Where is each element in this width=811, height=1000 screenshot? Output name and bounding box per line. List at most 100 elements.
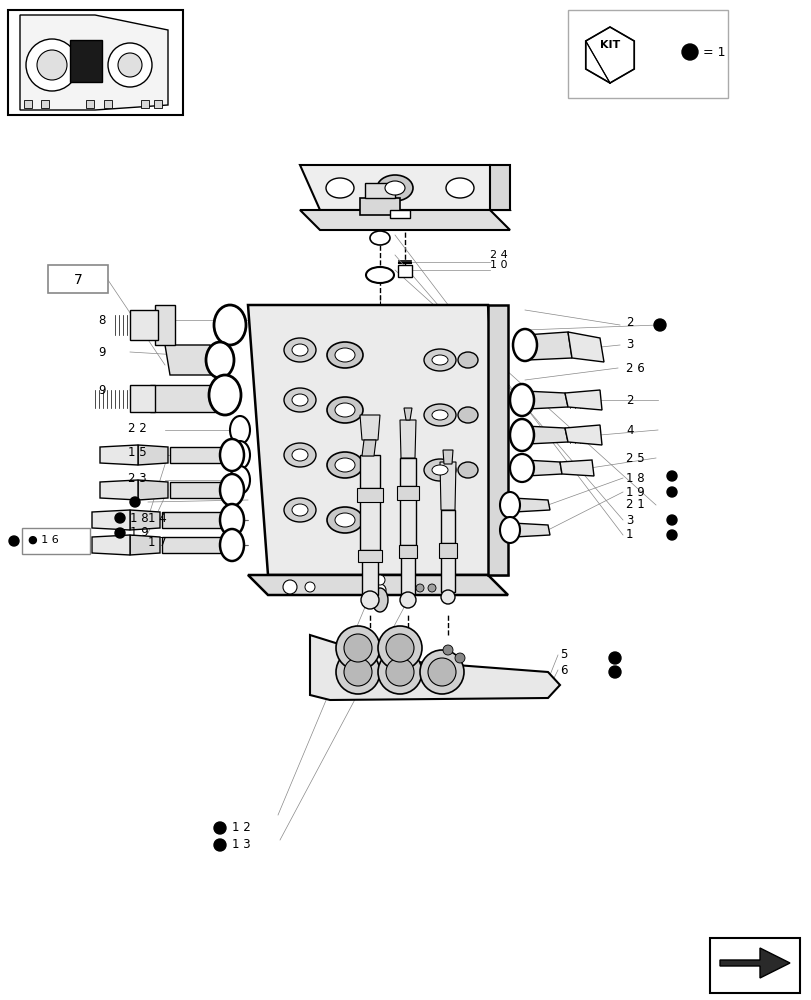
Circle shape: [214, 822, 225, 834]
Text: 2 1: 2 1: [625, 498, 644, 512]
Polygon shape: [20, 15, 168, 110]
Circle shape: [666, 515, 676, 525]
Ellipse shape: [327, 397, 363, 423]
Polygon shape: [523, 391, 568, 409]
Ellipse shape: [384, 181, 405, 195]
Text: 2 2: 2 2: [128, 422, 147, 434]
Polygon shape: [92, 510, 130, 530]
Polygon shape: [560, 460, 594, 476]
Circle shape: [385, 658, 414, 686]
Polygon shape: [585, 27, 633, 83]
Ellipse shape: [292, 449, 307, 461]
Text: 2: 2: [625, 316, 633, 330]
Polygon shape: [359, 500, 380, 550]
Ellipse shape: [220, 529, 243, 561]
Ellipse shape: [208, 375, 241, 415]
Text: 8: 8: [98, 314, 105, 326]
Circle shape: [608, 652, 620, 664]
Polygon shape: [100, 445, 138, 465]
Circle shape: [37, 50, 67, 80]
Polygon shape: [400, 498, 415, 545]
Bar: [24, 100, 32, 108]
Ellipse shape: [500, 517, 519, 543]
Ellipse shape: [423, 459, 456, 481]
Polygon shape: [564, 390, 601, 410]
Text: 1 2: 1 2: [232, 821, 251, 834]
Bar: [8, 10, 182, 115]
Text: 1 8: 1 8: [130, 512, 148, 524]
Polygon shape: [299, 165, 509, 210]
Ellipse shape: [431, 465, 448, 475]
Polygon shape: [523, 426, 568, 444]
Polygon shape: [719, 948, 789, 978]
Text: 1 9: 1 9: [625, 486, 644, 498]
Ellipse shape: [325, 178, 354, 198]
Circle shape: [427, 584, 436, 592]
Polygon shape: [487, 305, 508, 575]
Polygon shape: [564, 425, 601, 445]
Text: 1 9: 1 9: [130, 526, 148, 540]
Circle shape: [608, 666, 620, 678]
Text: 1 4: 1 4: [148, 512, 166, 524]
Polygon shape: [398, 545, 417, 558]
Polygon shape: [440, 462, 456, 510]
Polygon shape: [130, 310, 158, 340]
Text: 6: 6: [560, 664, 567, 676]
Polygon shape: [440, 510, 454, 543]
Text: 3: 3: [625, 338, 633, 352]
Ellipse shape: [230, 441, 250, 469]
Circle shape: [378, 650, 422, 694]
Ellipse shape: [327, 507, 363, 533]
Text: = 1: = 1: [702, 46, 724, 59]
Ellipse shape: [431, 410, 448, 420]
Circle shape: [115, 513, 125, 523]
Circle shape: [666, 487, 676, 497]
Text: 1 3: 1 3: [232, 838, 251, 851]
Polygon shape: [299, 210, 509, 230]
Polygon shape: [400, 458, 415, 486]
Ellipse shape: [376, 175, 413, 201]
Text: 1 0: 1 0: [489, 260, 507, 270]
Bar: [48, 265, 108, 293]
Polygon shape: [357, 488, 383, 502]
Polygon shape: [169, 482, 228, 498]
Circle shape: [118, 53, 142, 77]
Circle shape: [108, 43, 152, 87]
Polygon shape: [92, 535, 130, 555]
Polygon shape: [162, 537, 228, 553]
Circle shape: [454, 653, 465, 663]
Bar: [154, 100, 162, 108]
Ellipse shape: [370, 231, 389, 245]
Polygon shape: [130, 510, 160, 530]
Bar: [86, 100, 94, 108]
Ellipse shape: [457, 352, 478, 368]
Polygon shape: [130, 535, 160, 555]
Text: 2 6: 2 6: [625, 361, 644, 374]
Text: 1 8: 1 8: [625, 472, 644, 485]
Polygon shape: [362, 440, 375, 456]
Circle shape: [26, 39, 78, 91]
Polygon shape: [568, 332, 603, 362]
Polygon shape: [310, 635, 560, 700]
Circle shape: [336, 626, 380, 670]
Text: 5: 5: [560, 648, 567, 662]
Polygon shape: [150, 385, 217, 412]
Ellipse shape: [220, 504, 243, 536]
Circle shape: [336, 650, 380, 694]
Ellipse shape: [513, 329, 536, 361]
Bar: [141, 100, 148, 108]
Ellipse shape: [230, 466, 250, 494]
Polygon shape: [401, 555, 414, 594]
Circle shape: [305, 582, 315, 592]
Polygon shape: [362, 560, 378, 595]
Polygon shape: [359, 415, 380, 440]
Polygon shape: [100, 480, 138, 500]
Circle shape: [653, 319, 665, 331]
Ellipse shape: [423, 404, 456, 426]
Ellipse shape: [509, 419, 534, 451]
Circle shape: [361, 591, 379, 609]
Polygon shape: [162, 512, 228, 528]
Ellipse shape: [457, 462, 478, 478]
Text: KIT: KIT: [599, 40, 620, 50]
Circle shape: [443, 645, 453, 655]
